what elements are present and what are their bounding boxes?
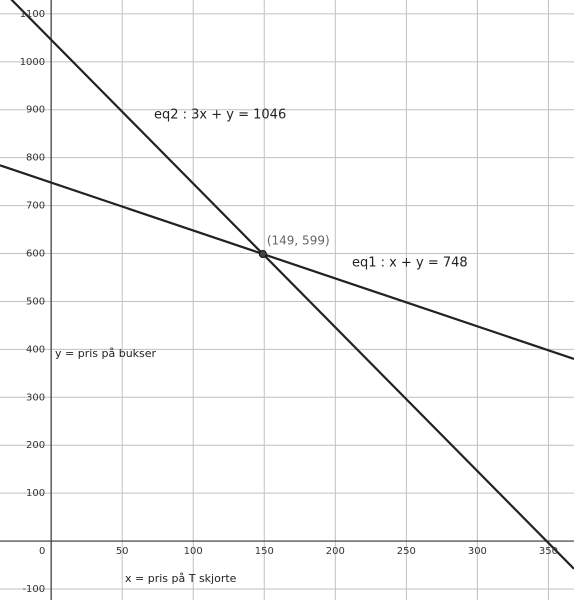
y-tick-label: 1100 bbox=[20, 9, 45, 20]
y-tick-label: 900 bbox=[26, 105, 45, 116]
y-axis-label: y = pris på bukser bbox=[55, 347, 157, 360]
y-tick-label: 300 bbox=[26, 392, 45, 403]
point-label: (149, 599) bbox=[267, 233, 330, 247]
equation-label: eq2 : 3x + y = 1046 bbox=[154, 108, 286, 123]
x-tick-label: 50 bbox=[116, 546, 129, 557]
y-tick-label: 600 bbox=[26, 249, 45, 260]
x-tick-label: 300 bbox=[468, 546, 487, 557]
plot bbox=[0, 0, 574, 570]
x-tick-label: 350 bbox=[539, 546, 558, 557]
y-tick-label: 700 bbox=[26, 201, 45, 212]
equation-line bbox=[10, 0, 574, 570]
y-tick-label: 500 bbox=[26, 296, 45, 307]
y-tick-label: 1000 bbox=[20, 57, 45, 68]
x-tick-label: 150 bbox=[255, 546, 274, 557]
labels: 0 50 100 150 200 250 300 350 -100 100 200 300 400 500… bbox=[20, 9, 558, 595]
equation-line bbox=[0, 164, 574, 360]
equation-label: eq1 : x + y = 748 bbox=[352, 256, 468, 271]
x-tick-label: 250 bbox=[397, 546, 416, 557]
y-tick-label: 200 bbox=[26, 440, 45, 451]
y-tick-label: 800 bbox=[26, 153, 45, 164]
y-tick-label: 400 bbox=[26, 344, 45, 355]
x-tick-label: 0 bbox=[39, 546, 45, 557]
x-tick-label: 200 bbox=[326, 546, 345, 557]
intersection-point bbox=[258, 249, 267, 258]
x-tick-label: 100 bbox=[184, 546, 203, 557]
x-axis-label: x = pris på T skjorte bbox=[125, 572, 237, 585]
y-tick-label: -100 bbox=[22, 584, 45, 595]
y-tick-label: 100 bbox=[26, 488, 45, 499]
